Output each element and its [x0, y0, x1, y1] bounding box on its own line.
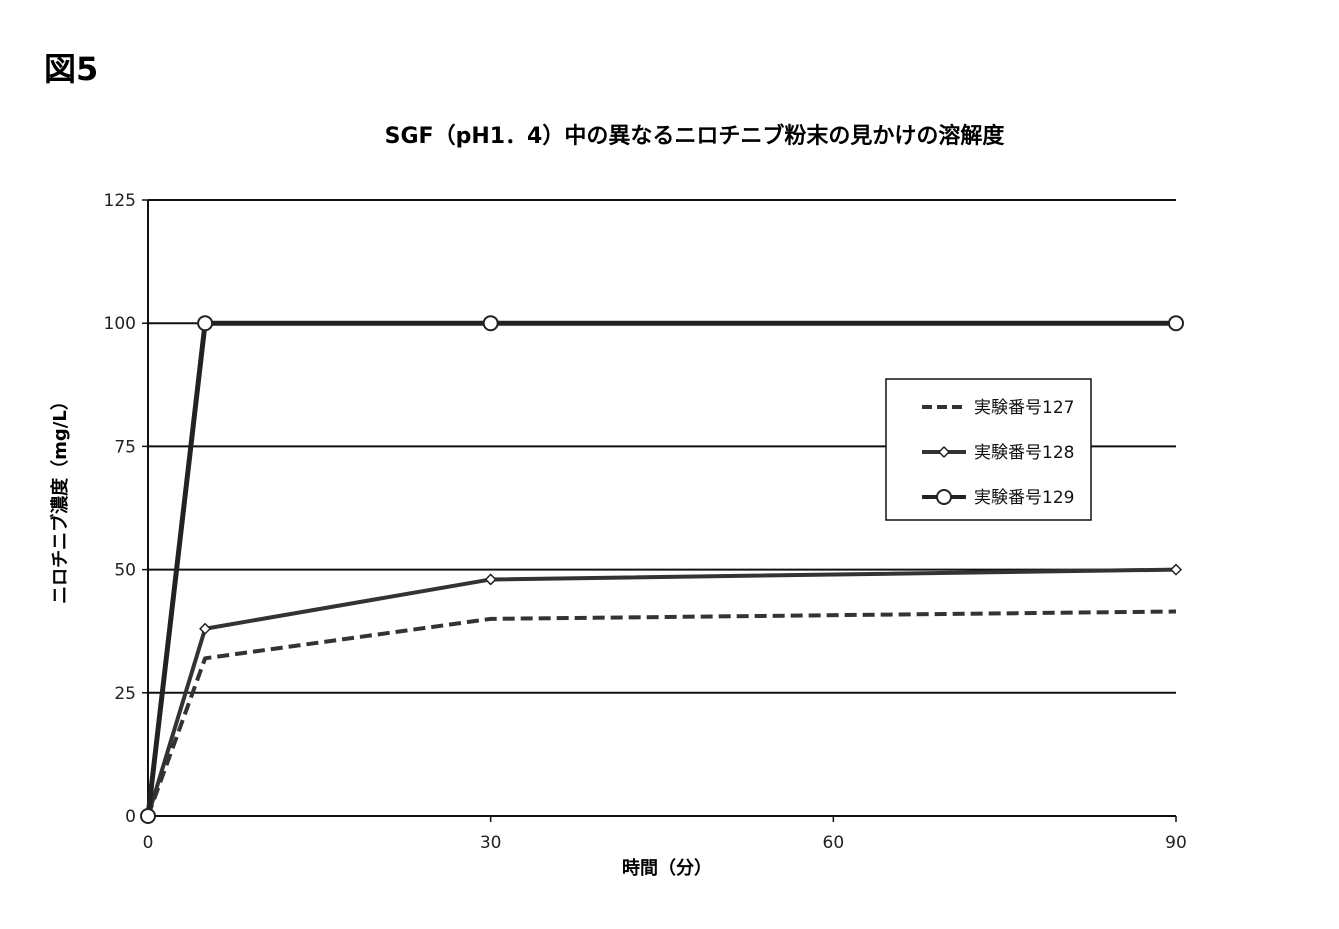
x-tick-label: 30	[480, 833, 502, 853]
legend-marker	[937, 445, 951, 459]
x-tick-label: 0	[143, 833, 154, 853]
data-point	[1168, 315, 1184, 332]
x-tick-label: 60	[823, 833, 845, 853]
y-tick-label: 75	[114, 437, 136, 457]
x-tick-labels: 0 30 60 90	[143, 833, 1187, 853]
legend-marker	[936, 489, 952, 505]
legend-label: 実験番号128	[974, 443, 1074, 463]
x-tick-label: 90	[1165, 833, 1187, 853]
y-tick-label: 125	[104, 191, 136, 211]
series-group	[140, 315, 1184, 824]
data-point	[1169, 563, 1183, 576]
y-tick-label: 50	[114, 561, 136, 581]
x-axis-title: 時間（分）	[622, 858, 712, 879]
data-point	[197, 315, 214, 332]
y-tick-labels: 0 25 50 75 100 125	[104, 191, 136, 827]
y-tick-label: 25	[114, 684, 136, 704]
series-line-1	[146, 609, 1177, 817]
data-point	[484, 573, 497, 586]
series-line-2	[146, 567, 1177, 817]
legend-label: 実験番号129	[974, 488, 1074, 508]
legend-label: 実験番号127	[974, 398, 1074, 418]
data-point	[199, 622, 212, 635]
y-tick-label: 0	[125, 807, 136, 827]
chart-title: SGF（pH1．4）中の異なるニロチニブ粉末の見かけの溶解度	[384, 124, 1005, 149]
y-tick-label: 100	[104, 314, 136, 334]
data-point	[140, 808, 156, 824]
series-line-3	[145, 320, 1176, 817]
figure-label: 図5	[44, 50, 99, 88]
data-point	[482, 315, 499, 332]
y-axis-title: ニロチニブ濃度（mg/L）	[49, 392, 71, 604]
legend-box	[885, 378, 1092, 521]
legend: 実験番号127 実験番号128 実験番号129	[885, 378, 1092, 521]
